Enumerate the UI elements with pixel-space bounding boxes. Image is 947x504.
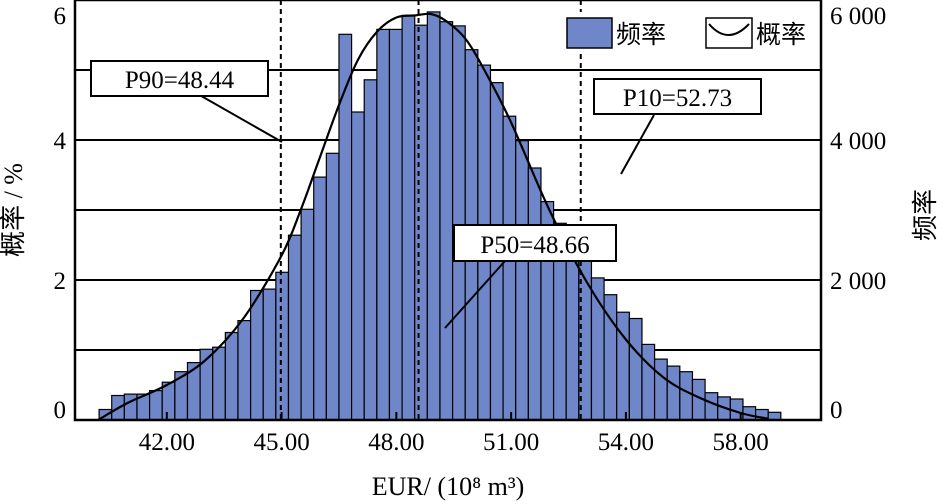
histogram-bar	[376, 28, 391, 421]
p50-label: P50=48.66	[480, 232, 589, 259]
p10-leader-line	[620, 114, 655, 175]
p10-label-box	[593, 78, 762, 115]
histogram-bar	[527, 167, 542, 421]
y-left-tick-label: 2	[54, 268, 67, 295]
histogram-bar	[401, 14, 416, 421]
y-left-tick-label: 0	[54, 397, 67, 424]
histogram-bar	[515, 140, 529, 421]
histogram-bar	[224, 331, 239, 421]
histogram-bar	[123, 393, 138, 421]
p50-leader-line	[444, 260, 506, 329]
p50-annotation: P50=48.66	[444, 224, 617, 329]
p10-label: P10=52.73	[623, 85, 732, 112]
histogram-bar	[262, 288, 277, 421]
histogram-bar	[338, 33, 353, 421]
histogram-bar	[641, 343, 656, 421]
percentile-markers	[279, 0, 582, 420]
y-right-tick-label: 6 000	[830, 3, 886, 30]
y-right-tick-label: 4 000	[830, 128, 886, 155]
histogram-bar	[212, 346, 226, 421]
histogram-bar	[275, 271, 290, 421]
histogram-bar	[300, 208, 315, 421]
histogram-bar	[704, 392, 719, 421]
histogram-bar	[388, 28, 403, 421]
x-tick-label: 48.00	[368, 429, 424, 456]
histogram-bar	[237, 320, 252, 421]
legend-bar-label: 频率	[616, 21, 666, 49]
legend-line-swatch	[708, 23, 750, 36]
histogram-bar	[628, 317, 643, 421]
p10-annotation: P10=52.73	[593, 78, 762, 175]
y-right-tick-label: 2 000	[830, 268, 886, 295]
y-right-tick-label: 0	[830, 397, 843, 424]
p90-annotation: P90=48.44	[90, 60, 283, 143]
histogram-bar	[426, 11, 441, 421]
histogram-bar	[249, 289, 264, 421]
histogram-bar	[439, 21, 454, 421]
histogram-bar	[451, 25, 466, 421]
y-axis-left-title: 概率 / %	[0, 163, 28, 257]
x-tick-label: 54.00	[598, 429, 654, 456]
histogram-bar	[325, 152, 340, 421]
histogram-bar	[313, 176, 327, 421]
histogram-bar	[350, 111, 365, 421]
y-axis-right-title: 频率	[911, 189, 940, 241]
p90-leader-line	[195, 92, 283, 143]
probability-curve-layer	[97, 12, 768, 421]
x-tick-label: 51.00	[483, 429, 539, 456]
x-tick-label: 42.00	[139, 429, 195, 456]
y-left-tick-label: 4	[54, 128, 67, 155]
histogram-bar	[414, 24, 428, 421]
p90-label: P90=48.44	[125, 67, 235, 94]
legend-bar-swatch	[566, 17, 613, 49]
legend-line-swatch-box	[705, 17, 753, 49]
histogram-bar	[666, 365, 681, 421]
histogram-bar	[679, 371, 694, 421]
frequency-bars	[98, 11, 782, 421]
axis-ticks: 42.00 45.00 48.00 51.00 54.00 58.00 0 2 4 6 0 2 000…	[54, 0, 886, 456]
histogram-bar	[287, 234, 302, 421]
histogram-bar	[161, 381, 176, 421]
plot-area-frame	[73, 0, 823, 422]
legend-line-label: 概率	[756, 21, 806, 49]
probability-curve	[97, 12, 768, 421]
p50-label-box	[453, 224, 617, 262]
x-axis-title: EUR/ (10⁸ m³)	[372, 472, 525, 501]
histogram-bar	[653, 358, 668, 421]
x-tick-label: 45.00	[253, 429, 309, 456]
histogram-bar	[149, 390, 163, 421]
legend: 频率 概率	[562, 12, 818, 54]
p90-label-box	[90, 60, 269, 97]
histogram-bar	[502, 115, 517, 421]
histogram-bar	[363, 79, 378, 421]
x-tick-label: 58.00	[713, 429, 769, 456]
y-left-tick-label: 6	[54, 3, 67, 30]
